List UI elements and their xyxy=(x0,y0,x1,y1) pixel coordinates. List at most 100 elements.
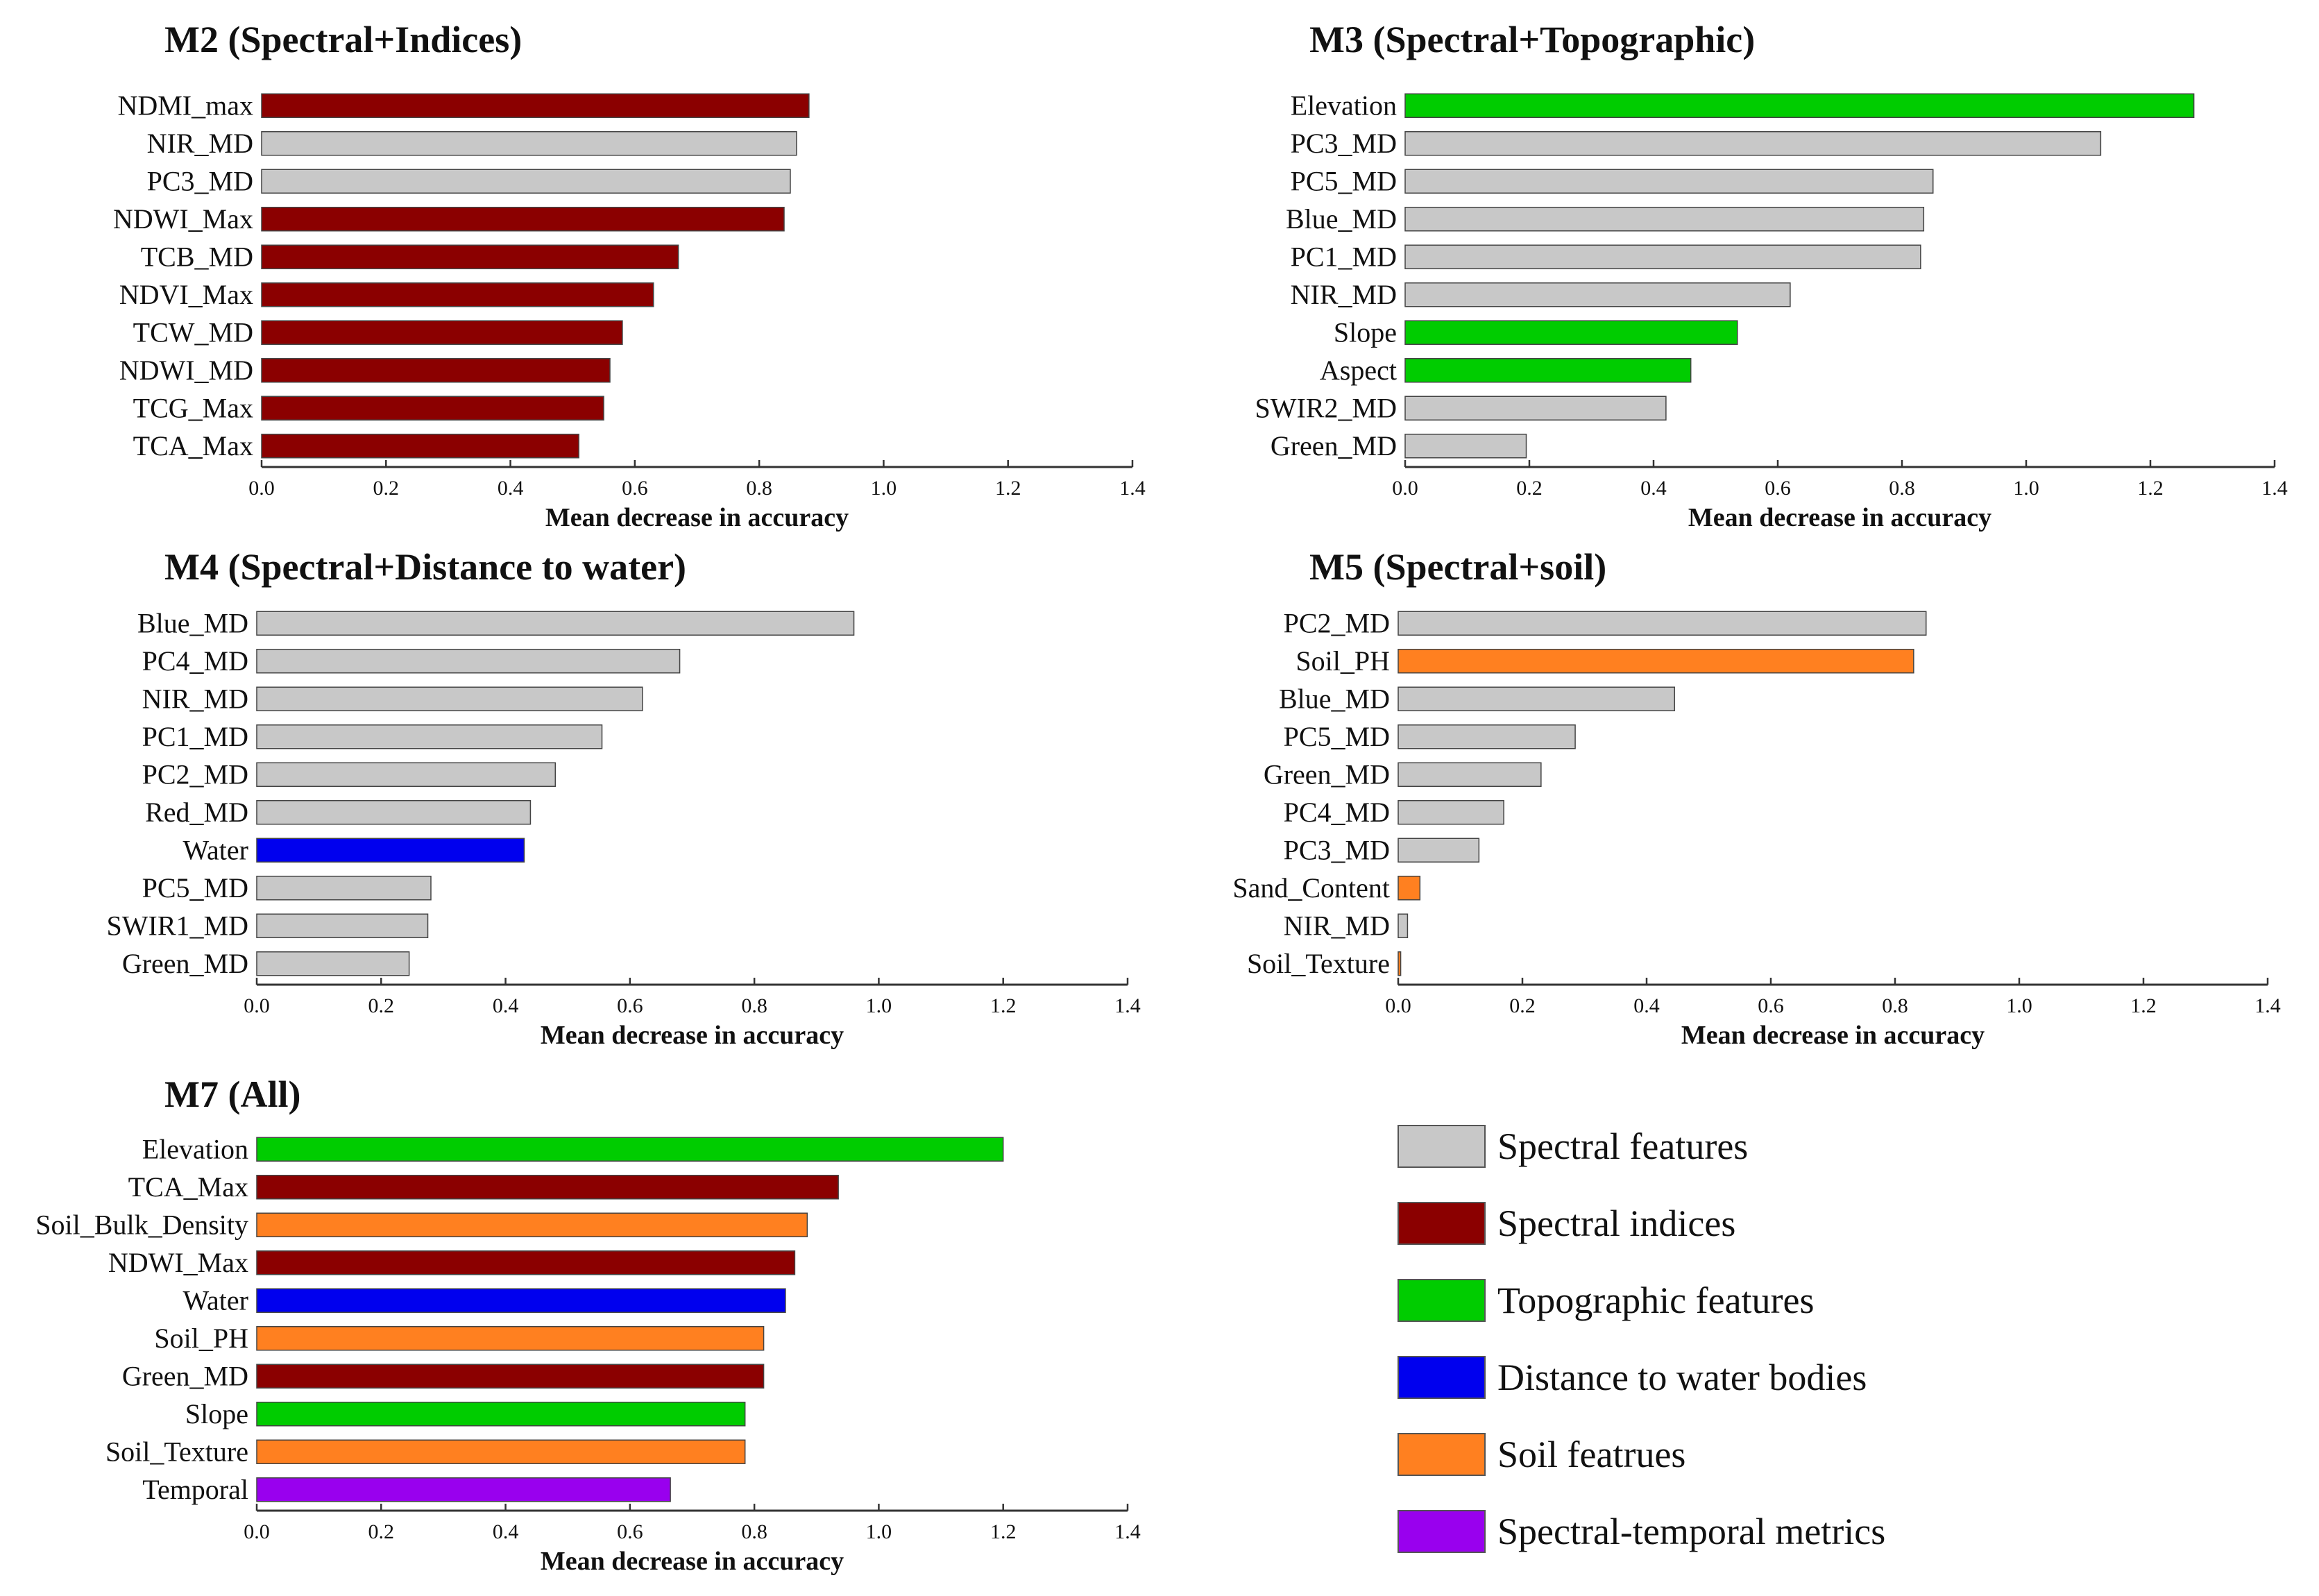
bar xyxy=(261,131,797,156)
tick-label: 0.4 xyxy=(493,994,519,1017)
bar xyxy=(256,838,525,863)
legend-label: Spectral features xyxy=(1497,1126,1748,1167)
bar xyxy=(256,611,855,636)
category-label: Red_MD xyxy=(145,797,248,828)
category-label: NIR_MD xyxy=(142,683,248,714)
category-label: Elevation xyxy=(142,1133,248,1164)
chart-title: M4 (Spectral+Distance to water) xyxy=(164,546,686,588)
bar xyxy=(256,1175,839,1200)
bar xyxy=(1398,762,1542,787)
bar xyxy=(1404,244,1921,269)
category-label: TCA_Max xyxy=(128,1171,248,1203)
legend-swatch xyxy=(1398,1202,1486,1245)
category-label: Soil_Texture xyxy=(1247,948,1390,979)
category-label: NIR_MD xyxy=(147,128,253,159)
category-label: Green_MD xyxy=(1271,430,1397,461)
tick-label: 0.4 xyxy=(1633,994,1660,1017)
category-label: Blue_MD xyxy=(137,607,248,638)
tick-label: 1.4 xyxy=(1114,1520,1141,1543)
bar xyxy=(261,434,579,459)
bar xyxy=(1398,724,1576,749)
bar xyxy=(256,1288,786,1313)
tick-label: 0.0 xyxy=(1392,477,1418,500)
bar xyxy=(1404,282,1791,307)
category-label: NDWI_MD xyxy=(119,355,253,386)
tick-label: 1.2 xyxy=(990,994,1017,1017)
chart-title: M2 (Spectral+Indices) xyxy=(164,19,522,60)
category-label: NDWI_Max xyxy=(108,1247,248,1278)
category-label: PC5_MD xyxy=(142,872,248,903)
x-axis-title: Mean decrease in accuracy xyxy=(541,1547,844,1576)
x-axis-title: Mean decrease in accuracy xyxy=(541,1021,844,1050)
category-label: SWIR1_MD xyxy=(107,910,248,941)
bar xyxy=(1404,434,1527,459)
bar xyxy=(261,396,604,421)
tick-label: 0.0 xyxy=(244,994,270,1017)
x-axis-title: Mean decrease in accuracy xyxy=(1681,1021,1985,1050)
category-label: Blue_MD xyxy=(1286,203,1397,235)
bar xyxy=(256,1212,808,1237)
tick-label: 0.4 xyxy=(1640,477,1667,500)
tick-label: 1.0 xyxy=(866,1520,892,1543)
chart-panel: M7 (All) Elevation TCA_Max Soil_Bulk_Densit… xyxy=(35,1073,1140,1576)
bar xyxy=(261,244,679,269)
category-label: Green_MD xyxy=(1264,758,1390,790)
tick-label: 0.6 xyxy=(617,1520,643,1543)
bar xyxy=(1404,131,2102,156)
bar xyxy=(1398,876,1421,901)
bar xyxy=(261,93,810,118)
category-label: PC2_MD xyxy=(1284,607,1390,638)
bar xyxy=(1398,649,1914,674)
tick-label: 0.6 xyxy=(622,477,648,500)
category-label: PC4_MD xyxy=(142,645,248,677)
bar xyxy=(256,800,532,825)
category-label: Slope xyxy=(1334,316,1397,348)
tick-label: 1.0 xyxy=(871,477,897,500)
tick-label: 0.8 xyxy=(746,477,772,500)
bar xyxy=(256,762,557,787)
tick-label: 1.2 xyxy=(2137,477,2164,500)
x-axis-title: Mean decrease in accuracy xyxy=(545,503,849,532)
bar xyxy=(256,649,681,674)
tick-label: 0.4 xyxy=(493,1520,519,1543)
category-label: Water xyxy=(183,834,249,865)
tick-label: 1.0 xyxy=(2013,477,2039,500)
category-label: Blue_MD xyxy=(1279,683,1390,714)
category-label: TCW_MD xyxy=(133,316,253,348)
tick-label: 1.4 xyxy=(2261,477,2288,500)
legend-label: Topographic features xyxy=(1497,1280,1815,1321)
chart-panel: M5 (Spectral+soil) PC2_MD Soil_PH Blue_MD PC… xyxy=(1232,546,2280,1050)
category-label: Green_MD xyxy=(122,1360,248,1391)
category-label: Water xyxy=(183,1284,249,1316)
bar xyxy=(256,1402,746,1427)
tick-label: 0.2 xyxy=(368,1520,395,1543)
bar xyxy=(1404,207,1925,232)
legend-swatch xyxy=(1398,1510,1486,1553)
category-label: PC2_MD xyxy=(142,758,248,790)
legend-label: Spectral indices xyxy=(1497,1203,1735,1244)
category-label: TCG_Max xyxy=(133,392,253,423)
category-label: PC5_MD xyxy=(1284,721,1390,752)
bar xyxy=(1398,913,1409,938)
bar xyxy=(256,1439,746,1464)
category-label: PC1_MD xyxy=(142,721,248,752)
tick-label: 1.0 xyxy=(866,994,892,1017)
chart-panel: M2 (Spectral+Indices) NDMI_max NIR_MD PC3_M… xyxy=(113,19,1146,532)
tick-label: 1.4 xyxy=(1114,994,1141,1017)
tick-label: 0.0 xyxy=(244,1520,270,1543)
legend-swatch xyxy=(1398,1356,1486,1399)
category-label: PC4_MD xyxy=(1284,797,1390,828)
chart-title: M5 (Spectral+soil) xyxy=(1309,546,1606,588)
category-label: PC3_MD xyxy=(1284,834,1390,865)
tick-label: 1.2 xyxy=(2130,994,2157,1017)
category-label: TCB_MD xyxy=(141,241,253,272)
bar xyxy=(261,282,654,307)
tick-label: 0.8 xyxy=(1882,994,1908,1017)
legend-label: Soil featrues xyxy=(1497,1434,1685,1475)
x-axis-title: Mean decrease in accuracy xyxy=(1688,503,1991,532)
tick-label: 0.8 xyxy=(741,1520,767,1543)
legend-swatch xyxy=(1398,1125,1486,1168)
legend-label: Spectral-temporal metrics xyxy=(1497,1511,1885,1552)
bar xyxy=(1398,611,1927,636)
